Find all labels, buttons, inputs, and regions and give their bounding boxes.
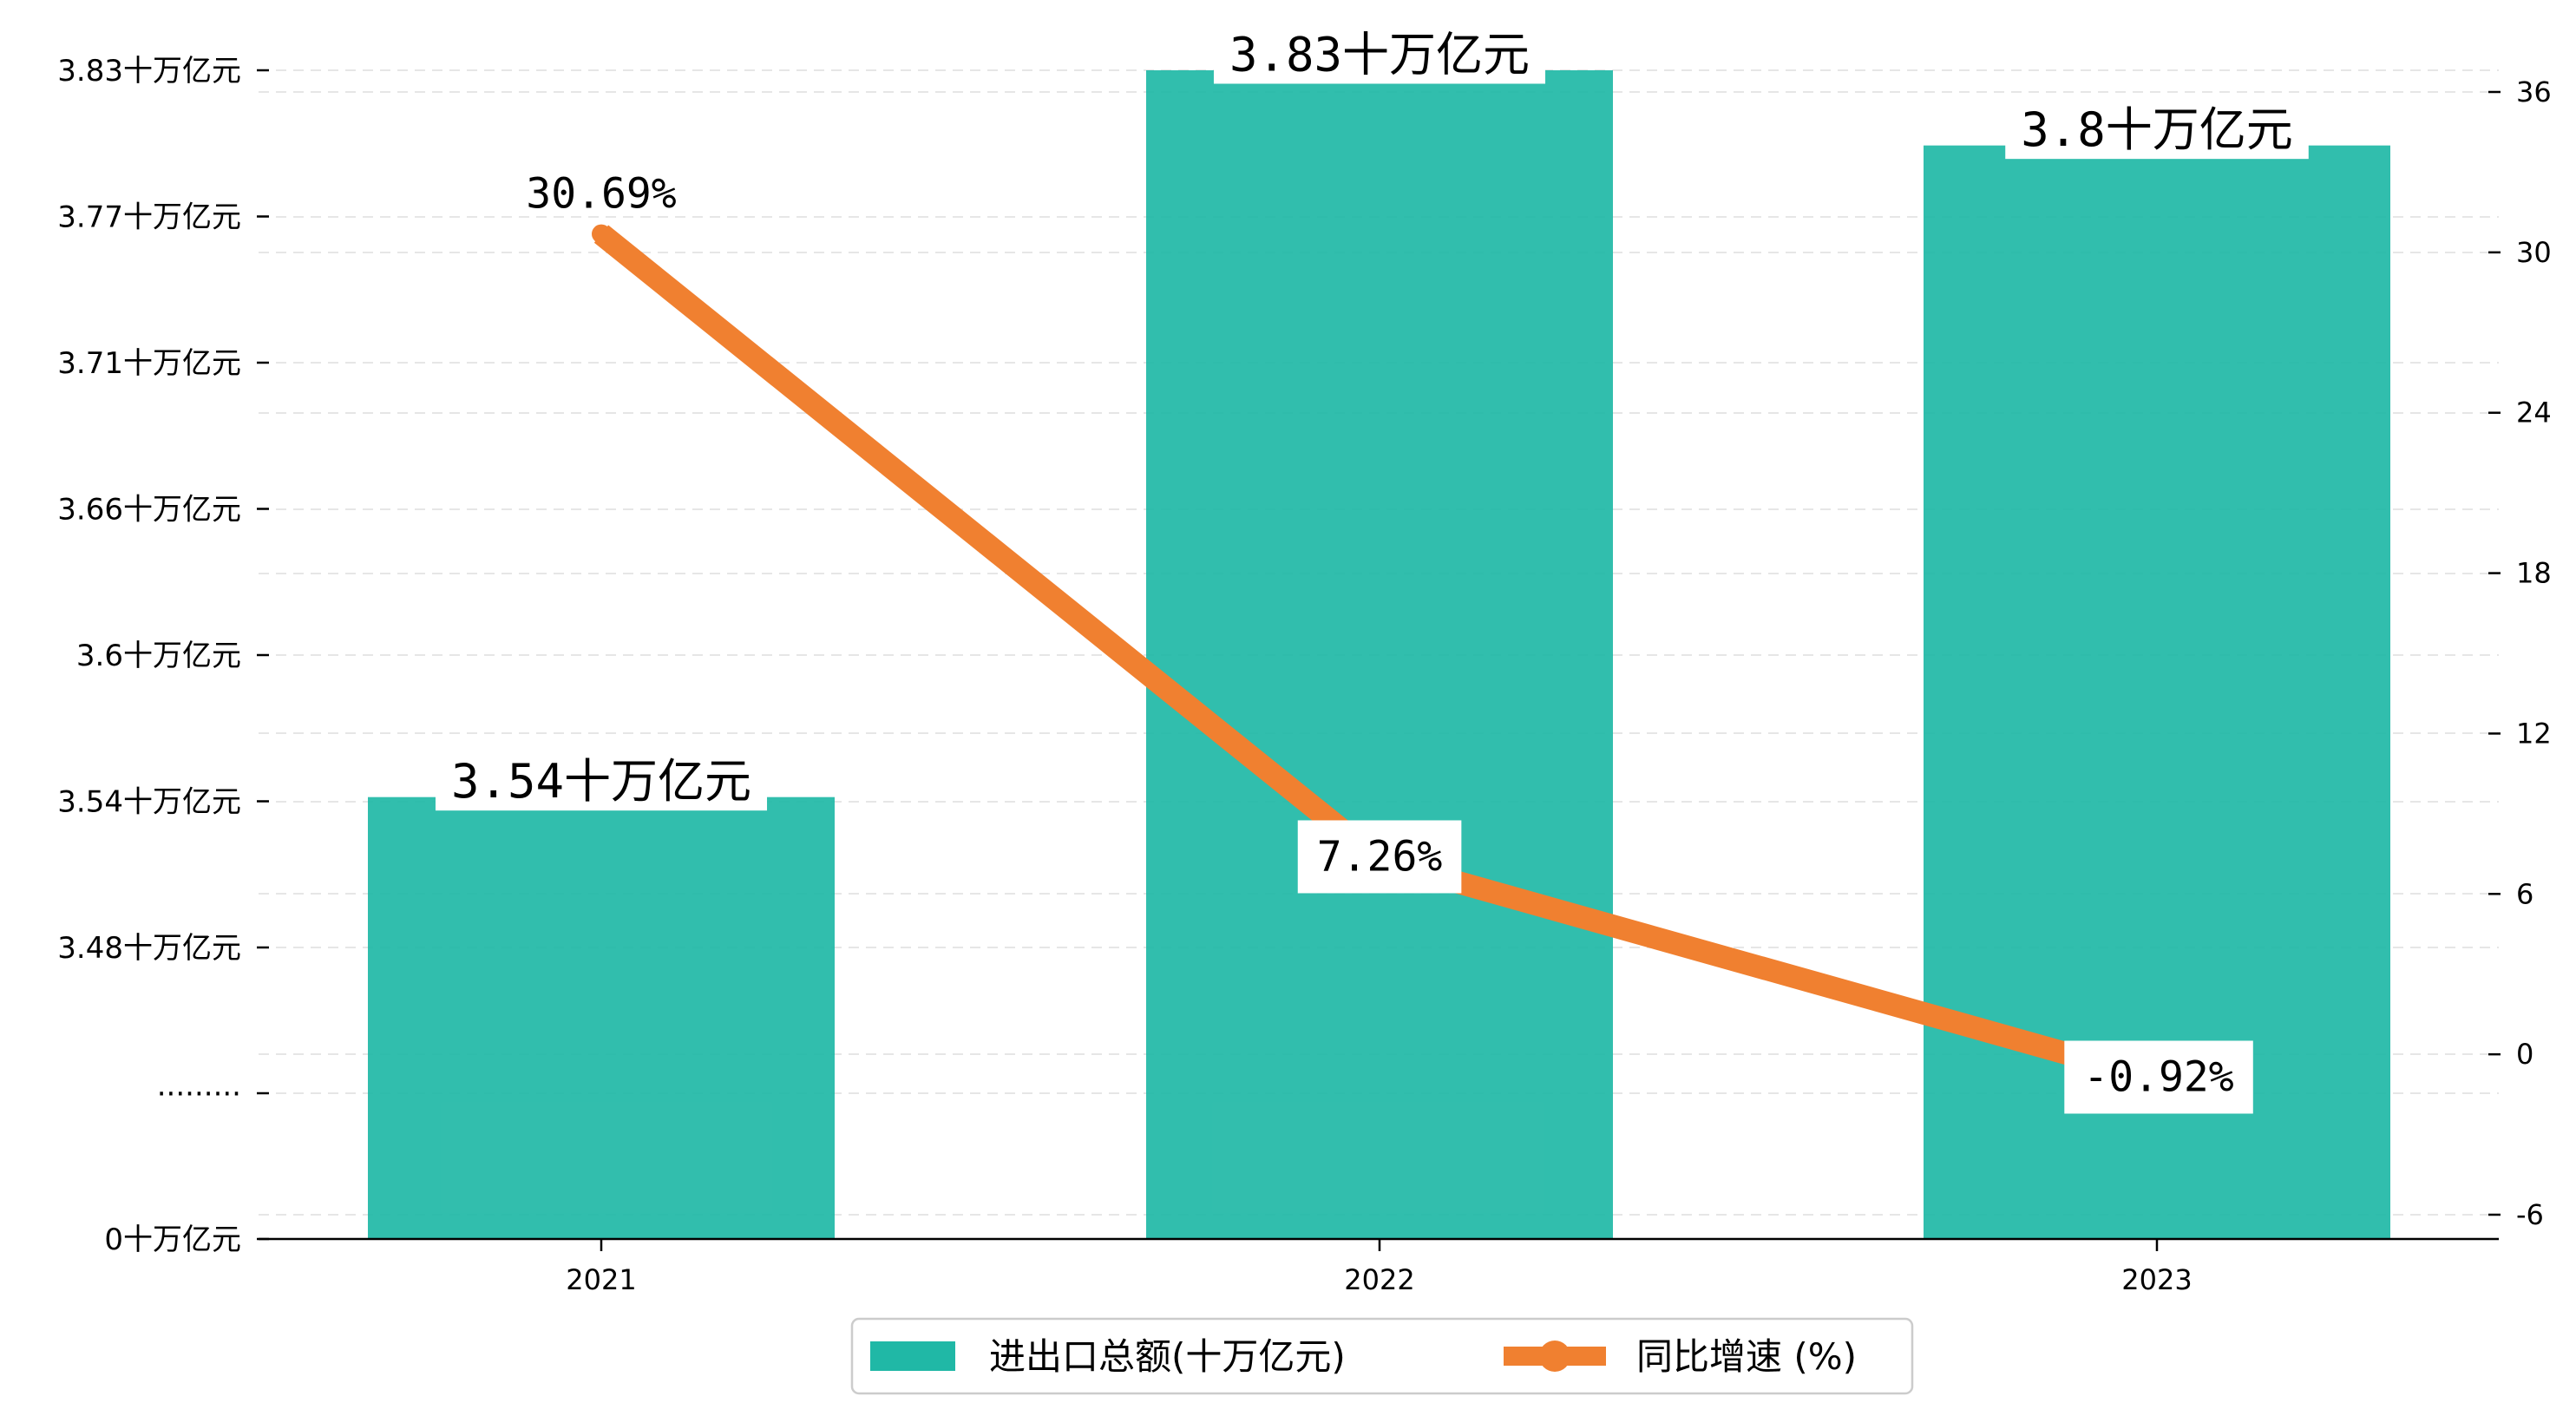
bar-value-label-background bbox=[1213, 25, 1546, 84]
line-point bbox=[592, 224, 611, 244]
x-tick-label: 2021 bbox=[566, 1263, 636, 1296]
left-tick-label: 3.71十万亿元 bbox=[57, 346, 241, 381]
bar-value-label-group: 3.83十万亿元 bbox=[1213, 25, 1546, 84]
left-tick-label: 0十万亿元 bbox=[104, 1223, 241, 1257]
right-tick-label: 30 bbox=[2516, 236, 2552, 269]
legend-bar-label: 进出口总额(十万亿元) bbox=[989, 1335, 1346, 1378]
right-tick-label: 12 bbox=[2516, 717, 2552, 750]
axes: 0十万亿元 ········· 3.48十万亿元 3.54十万亿元 3.6十万亿元 3.6… bbox=[57, 54, 2551, 1296]
legend: 进出口总额(十万亿元) 同比增速 (%) bbox=[850, 1317, 1914, 1395]
bar-value-label-group: 3.54十万亿元 bbox=[435, 752, 768, 811]
right-tick-label: 36 bbox=[2516, 75, 2552, 108]
legend-line-label: 同比增速 (%) bbox=[1636, 1335, 1857, 1378]
bar-series bbox=[368, 70, 2390, 1240]
right-tick-label: -6 bbox=[2516, 1198, 2544, 1231]
data-labels: 3.54十万亿元 3.83十万亿元 3.8十万亿元 30.69% 7.26% -0.92% bbox=[435, 25, 2309, 1114]
left-tick-label: 3.6十万亿元 bbox=[76, 639, 241, 673]
bar-value-label-background bbox=[2005, 101, 2309, 160]
bar bbox=[368, 796, 835, 1239]
x-tick-label: 2023 bbox=[2121, 1263, 2192, 1296]
legend-box bbox=[850, 1317, 1914, 1395]
legend-line-marker bbox=[1539, 1341, 1570, 1372]
line-value-label: 30.69% bbox=[526, 170, 676, 219]
left-tick-label: 3.77十万亿元 bbox=[57, 200, 241, 235]
right-tick-label: 18 bbox=[2516, 557, 2552, 590]
left-tick-label: 3.83十万亿元 bbox=[57, 54, 241, 88]
line-value-label: -0.92% bbox=[2083, 1052, 2233, 1101]
bar-value-label: 3.54十万亿元 bbox=[451, 754, 751, 809]
line-value-label-background bbox=[1297, 820, 1462, 894]
right-tick-label: 6 bbox=[2516, 877, 2533, 910]
bar-value-label: 3.83十万亿元 bbox=[1229, 28, 1530, 82]
left-tick-label: 3.66十万亿元 bbox=[57, 493, 241, 528]
left-tick-label: ········· bbox=[157, 1077, 241, 1111]
bar-value-label: 3.8十万亿元 bbox=[2021, 102, 2293, 157]
line-value-label-group: -0.92% bbox=[2064, 1040, 2253, 1114]
left-tick-label: 3.54十万亿元 bbox=[57, 785, 241, 820]
right-tick-label: 0 bbox=[2516, 1038, 2533, 1071]
bar bbox=[1146, 70, 1613, 1239]
right-tick-label: 24 bbox=[2516, 397, 2552, 429]
x-tick-label: 2022 bbox=[1344, 1263, 1414, 1296]
line-value-label: 7.26% bbox=[1317, 832, 1443, 881]
bar-value-label-background bbox=[435, 752, 768, 811]
bar-value-label-group: 3.8十万亿元 bbox=[2005, 101, 2309, 160]
line-value-label-group: 7.26% bbox=[1297, 820, 1462, 894]
left-tick-label: 3.48十万亿元 bbox=[57, 931, 241, 966]
line-value-label-background bbox=[2064, 1040, 2253, 1114]
legend-bar-swatch bbox=[870, 1341, 955, 1371]
